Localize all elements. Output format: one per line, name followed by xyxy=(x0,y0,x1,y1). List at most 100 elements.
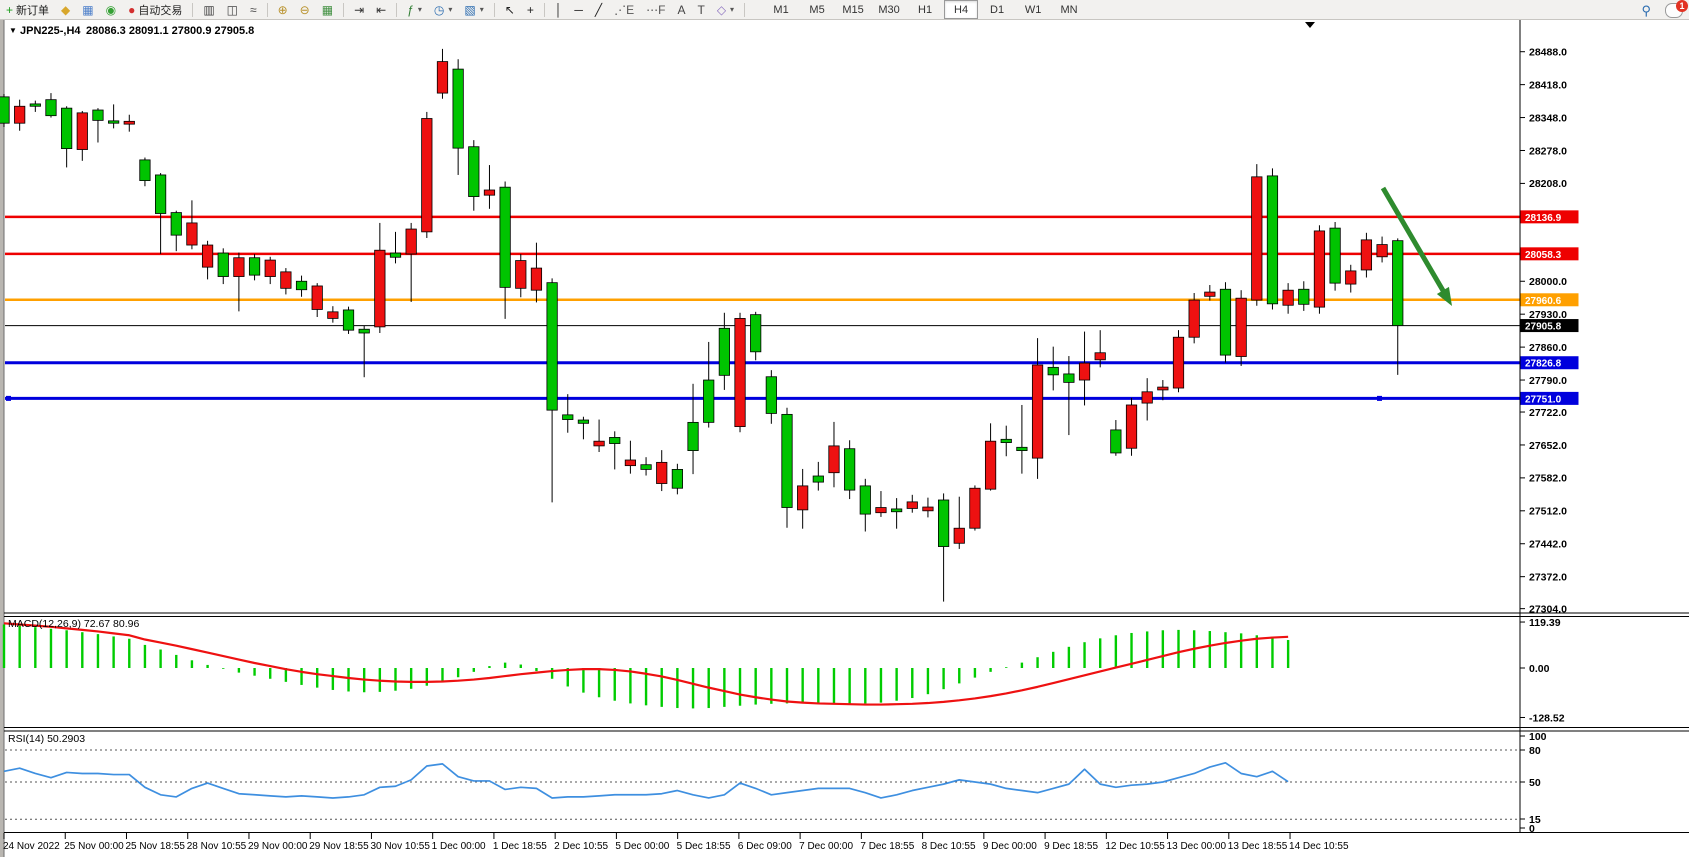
date-tick-label: 25 Nov 00:00 xyxy=(64,841,124,852)
timeframe-m5[interactable]: M5 xyxy=(809,3,825,16)
autotrading-button[interactable]: ● 自动交易 xyxy=(123,0,187,19)
price-tick-label: 27652.0 xyxy=(1529,440,1567,452)
timeframe-m30[interactable]: M30 xyxy=(878,3,900,16)
timeframe-m1[interactable]: M1 xyxy=(773,3,789,16)
periods-icon: ◷ xyxy=(433,2,445,17)
date-tick-label: 13 Dec 00:00 xyxy=(1167,841,1227,852)
candle-body xyxy=(1047,366,1059,376)
price-tick-label: 28208.0 xyxy=(1529,178,1567,190)
fibonacci-tool[interactable]: ⋯F xyxy=(641,0,670,19)
candle-body xyxy=(421,118,433,233)
vertical-line-tool[interactable]: │ xyxy=(550,0,568,19)
timeframe-h4[interactable]: H4 xyxy=(944,0,979,19)
candle-body xyxy=(828,445,840,474)
trendline-tool[interactable]: ╱ xyxy=(590,0,607,19)
toolbar-separator xyxy=(396,2,398,17)
candle-body xyxy=(1094,352,1106,361)
cursor-tool[interactable]: ↖ xyxy=(500,0,520,19)
bar-chart-button[interactable]: ▥ xyxy=(198,0,219,19)
line-drag-handle[interactable] xyxy=(6,395,11,401)
trendline-icon: ╱ xyxy=(594,2,603,17)
timeframe-d1[interactable]: D1 xyxy=(990,3,1005,16)
price-tag xyxy=(1520,247,1579,261)
periods-menu[interactable]: ◷ ▾ xyxy=(429,0,458,19)
styler-icon[interactable]: ◆ xyxy=(56,0,75,19)
candle-body xyxy=(624,459,637,467)
chart-canvas[interactable]: 28488.0 28418.0 28348.0 28278.0 28208.0 28000… xyxy=(0,19,1689,857)
candlestick-chart-button[interactable]: ◫ xyxy=(222,0,243,19)
price-tick-label: 27372.0 xyxy=(1529,571,1567,583)
price-tag xyxy=(1520,319,1579,333)
line-drag-handle[interactable] xyxy=(1377,395,1382,401)
timeframe-m15[interactable]: M15 xyxy=(842,3,864,16)
horizontal-line-icon: ─ xyxy=(574,2,583,17)
shapes-menu[interactable]: ◇ ▾ xyxy=(712,0,739,19)
timeframe-w1[interactable]: W1 xyxy=(1024,3,1042,16)
timeframe-mn[interactable]: MN xyxy=(1060,3,1078,16)
chart-dropdown-arrow[interactable]: ▼ xyxy=(9,26,17,35)
rsi-line xyxy=(3,761,1289,799)
signals-icon[interactable]: ◉ xyxy=(101,0,121,19)
chevron-down-icon: ▾ xyxy=(730,5,735,14)
charts-window-icon[interactable]: ▦ xyxy=(77,0,98,19)
date-tick-label: 1 Dec 18:55 xyxy=(493,841,547,852)
tile-windows-icon: ▦ xyxy=(321,2,334,17)
chart-shift-marker[interactable] xyxy=(1305,22,1315,28)
candle-body xyxy=(468,146,480,197)
channel-tool[interactable]: ⋰E xyxy=(609,0,639,19)
signals-icon-icon: ◉ xyxy=(105,2,117,17)
text-tool[interactable]: A xyxy=(672,0,690,19)
price-tick-label: 27442.0 xyxy=(1529,539,1567,551)
text-icon: A xyxy=(677,2,686,17)
date-tick-label: 8 Dec 10:55 xyxy=(922,841,976,852)
date-tick-label: 29 Nov 18:55 xyxy=(309,841,369,852)
zoom-out-button[interactable]: ⊖ xyxy=(295,0,315,19)
candle-body xyxy=(562,414,574,420)
chart-window: 28488.0 28418.0 28348.0 28278.0 28208.0 28000… xyxy=(0,19,1689,857)
auto-scroll-button[interactable]: ⇥ xyxy=(349,0,369,19)
price-tag-label: 27905.8 xyxy=(1525,322,1562,333)
candle-body xyxy=(499,186,511,288)
chevron-down-icon: ▾ xyxy=(417,5,422,14)
candle-body xyxy=(436,61,449,94)
candle-body xyxy=(1251,176,1263,301)
crosshair-tool[interactable]: + xyxy=(522,0,539,19)
line-chart-button[interactable]: ≈ xyxy=(245,0,262,19)
label-tool[interactable]: T xyxy=(692,0,709,19)
candle-body xyxy=(0,96,10,124)
zoom-in-button[interactable]: ⊕ xyxy=(273,0,293,19)
macd-tick-label: 119.39 xyxy=(1529,617,1561,629)
macd-signal-line xyxy=(3,622,1289,706)
notification-badge: 1 xyxy=(1676,0,1688,12)
date-tick-label: 7 Dec 00:00 xyxy=(799,841,853,852)
candle-body xyxy=(891,508,903,513)
candle-body xyxy=(45,99,57,117)
candle-body xyxy=(750,314,762,353)
toolbar-separator xyxy=(266,2,268,17)
candle-body xyxy=(812,475,824,483)
tile-windows-button[interactable]: ▦ xyxy=(317,0,338,19)
candle-body xyxy=(875,507,887,514)
horizontal-line-tool[interactable]: ─ xyxy=(569,0,588,19)
chart-background xyxy=(0,19,1689,857)
chat-notification-icon[interactable]: 1 xyxy=(1665,0,1688,18)
price-tag xyxy=(1520,391,1579,405)
macd-tick-label: -128.52 xyxy=(1529,712,1565,724)
line-chart-icon: ≈ xyxy=(250,2,257,17)
search-icon[interactable]: ⚲ xyxy=(1641,2,1651,18)
indicators-menu[interactable]: ƒ ▾ xyxy=(402,0,427,19)
candle-body xyxy=(280,271,292,289)
timeframe-h1[interactable]: H1 xyxy=(918,3,933,16)
candle-body xyxy=(1110,429,1122,454)
candle-body xyxy=(389,252,402,258)
trend-arrow[interactable] xyxy=(1380,186,1448,296)
date-tick-label: 24 Nov 2022 xyxy=(3,841,60,852)
templates-menu[interactable]: ▧ ▾ xyxy=(459,0,488,19)
new-order-button[interactable]: + 新订单 xyxy=(1,0,54,19)
candle-body xyxy=(671,469,683,489)
date-tick-label: 5 Dec 18:55 xyxy=(677,841,731,852)
candle-body xyxy=(1376,244,1388,258)
chart-shift-icon: ⇤ xyxy=(376,2,387,17)
indicators-icon: ƒ xyxy=(407,2,414,17)
chart-shift-button[interactable]: ⇤ xyxy=(371,0,391,19)
